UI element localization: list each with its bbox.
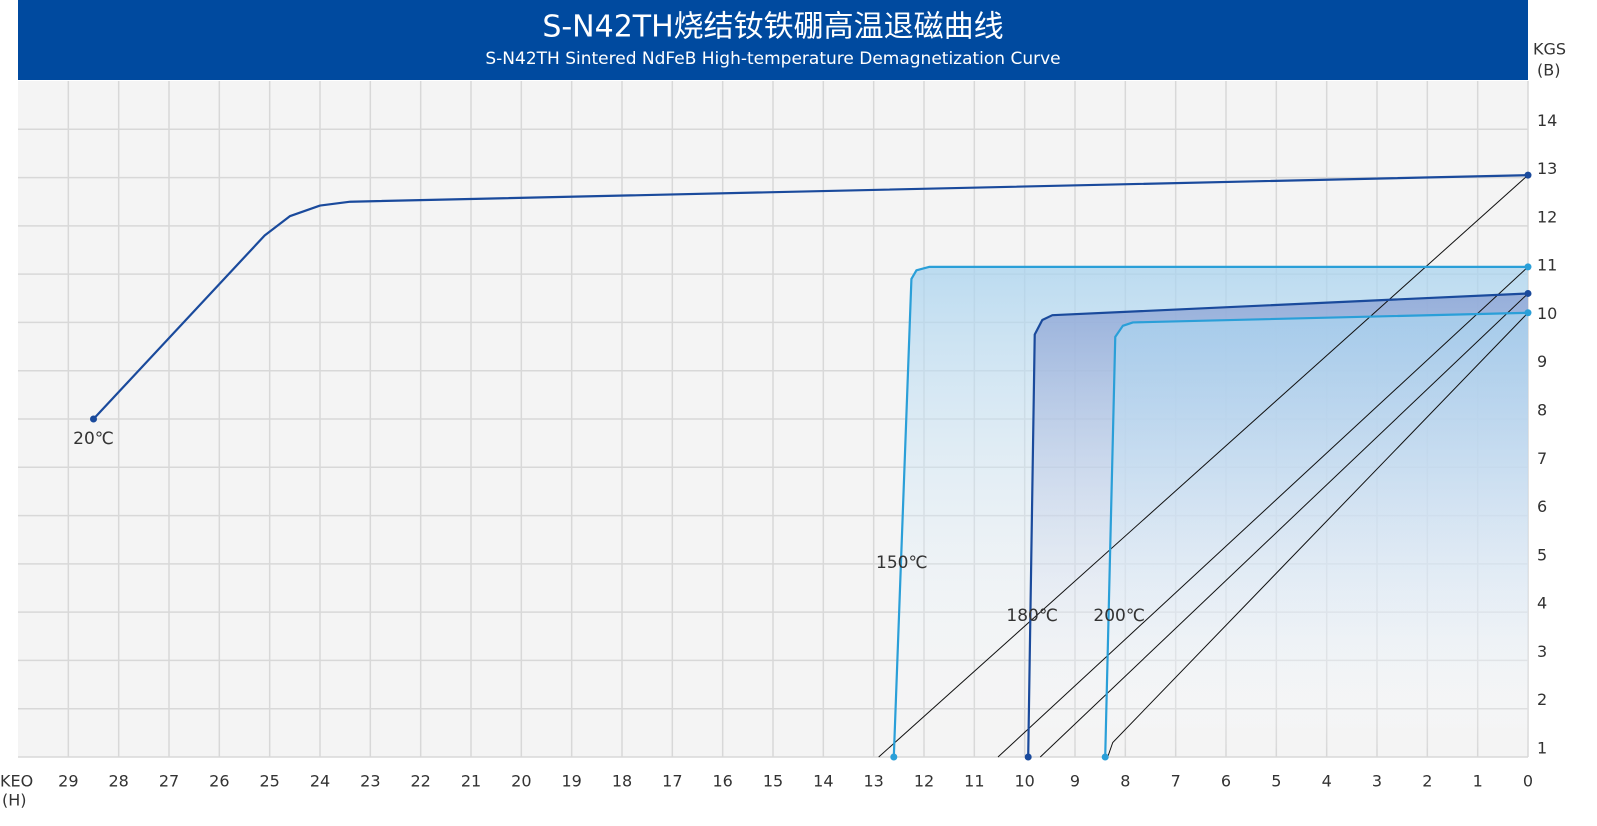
y-tick-label: 1 [1537, 739, 1547, 758]
chart-subtitle: S-N42TH Sintered NdFeB High-temperature … [485, 49, 1060, 69]
point [1524, 289, 1532, 297]
x-tick-label: 2 [1422, 772, 1432, 791]
series-label: 150℃ [876, 553, 928, 573]
point [890, 753, 898, 761]
y-tick-label: 11 [1537, 256, 1557, 275]
point [1101, 753, 1109, 761]
y-tick-label: 6 [1537, 497, 1547, 516]
y-tick-label: 13 [1537, 159, 1557, 178]
title-banner [18, 0, 1528, 80]
chart-title: S-N42TH烧结钕铁硼高温退磁曲线 [542, 10, 1003, 45]
x-tick-label: 12 [914, 772, 934, 791]
point [1024, 753, 1032, 761]
point [90, 415, 97, 423]
y-tick-label: 12 [1537, 207, 1557, 226]
x-tick-label: 3 [1372, 772, 1382, 791]
x-tick-label: 18 [612, 772, 632, 791]
x-tick-label: 5 [1271, 772, 1281, 791]
x-tick-label: 8 [1120, 772, 1130, 791]
area [1105, 312, 1528, 757]
load-line [997, 266, 1529, 758]
x-tick-label: 10 [1014, 772, 1034, 791]
load-line [878, 174, 1529, 758]
series-label: 180℃ [1006, 606, 1058, 626]
x-tick-label: 1 [1473, 772, 1483, 791]
series-label: 20℃ [73, 429, 114, 449]
x-tick-label: 11 [964, 772, 984, 791]
series-label: 200℃ [1093, 606, 1145, 626]
line [1104, 311, 1529, 758]
x-tick-label: 27 [159, 772, 179, 791]
x-tick-label: 26 [209, 772, 229, 791]
x-tick-label: 28 [108, 772, 128, 791]
point [1524, 309, 1532, 317]
x-tick-label: 19 [561, 772, 581, 791]
x-tick-label: 16 [712, 772, 732, 791]
y-tick-label: 4 [1537, 594, 1547, 613]
y-axis-label: (B) [1537, 61, 1560, 80]
x-tick-label: 9 [1070, 772, 1080, 791]
x-tick-label: 24 [310, 772, 330, 791]
y-axis-label: KGS [1533, 40, 1566, 59]
x-tick-label: 4 [1322, 772, 1332, 791]
line [892, 265, 1528, 758]
x-tick-label: 0 [1523, 772, 1533, 791]
load-line [1039, 293, 1529, 758]
y-tick-label: 3 [1537, 642, 1547, 661]
x-tick-label: 21 [461, 772, 481, 791]
x-tick-label: 23 [360, 772, 380, 791]
x-axis-label: KEO [0, 772, 33, 791]
load-line [1107, 312, 1529, 758]
x-tick-label: 13 [863, 772, 883, 791]
y-tick-label: 14 [1537, 111, 1557, 130]
point [1524, 263, 1532, 271]
x-tick-label: 14 [813, 772, 833, 791]
x-tick-label: 25 [259, 772, 279, 791]
y-tick-label: 5 [1537, 545, 1547, 564]
x-tick-label: 6 [1221, 772, 1231, 791]
y-tick-label: 10 [1537, 304, 1557, 323]
x-tick-label: 15 [763, 772, 783, 791]
y-tick-label: 7 [1537, 449, 1547, 468]
x-tick-label: 22 [410, 772, 430, 791]
point [1524, 171, 1532, 179]
y-tick-label: 8 [1537, 401, 1547, 420]
x-axis-label: (H) [2, 791, 27, 810]
y-tick-label: 2 [1537, 690, 1547, 709]
x-tick-label: 29 [58, 772, 78, 791]
line [92, 174, 1529, 420]
y-tick-label: 9 [1537, 352, 1547, 371]
x-tick-label: 20 [511, 772, 531, 791]
x-tick-label: 7 [1171, 772, 1181, 791]
line [1027, 292, 1529, 758]
x-tick-label: 17 [662, 772, 682, 791]
